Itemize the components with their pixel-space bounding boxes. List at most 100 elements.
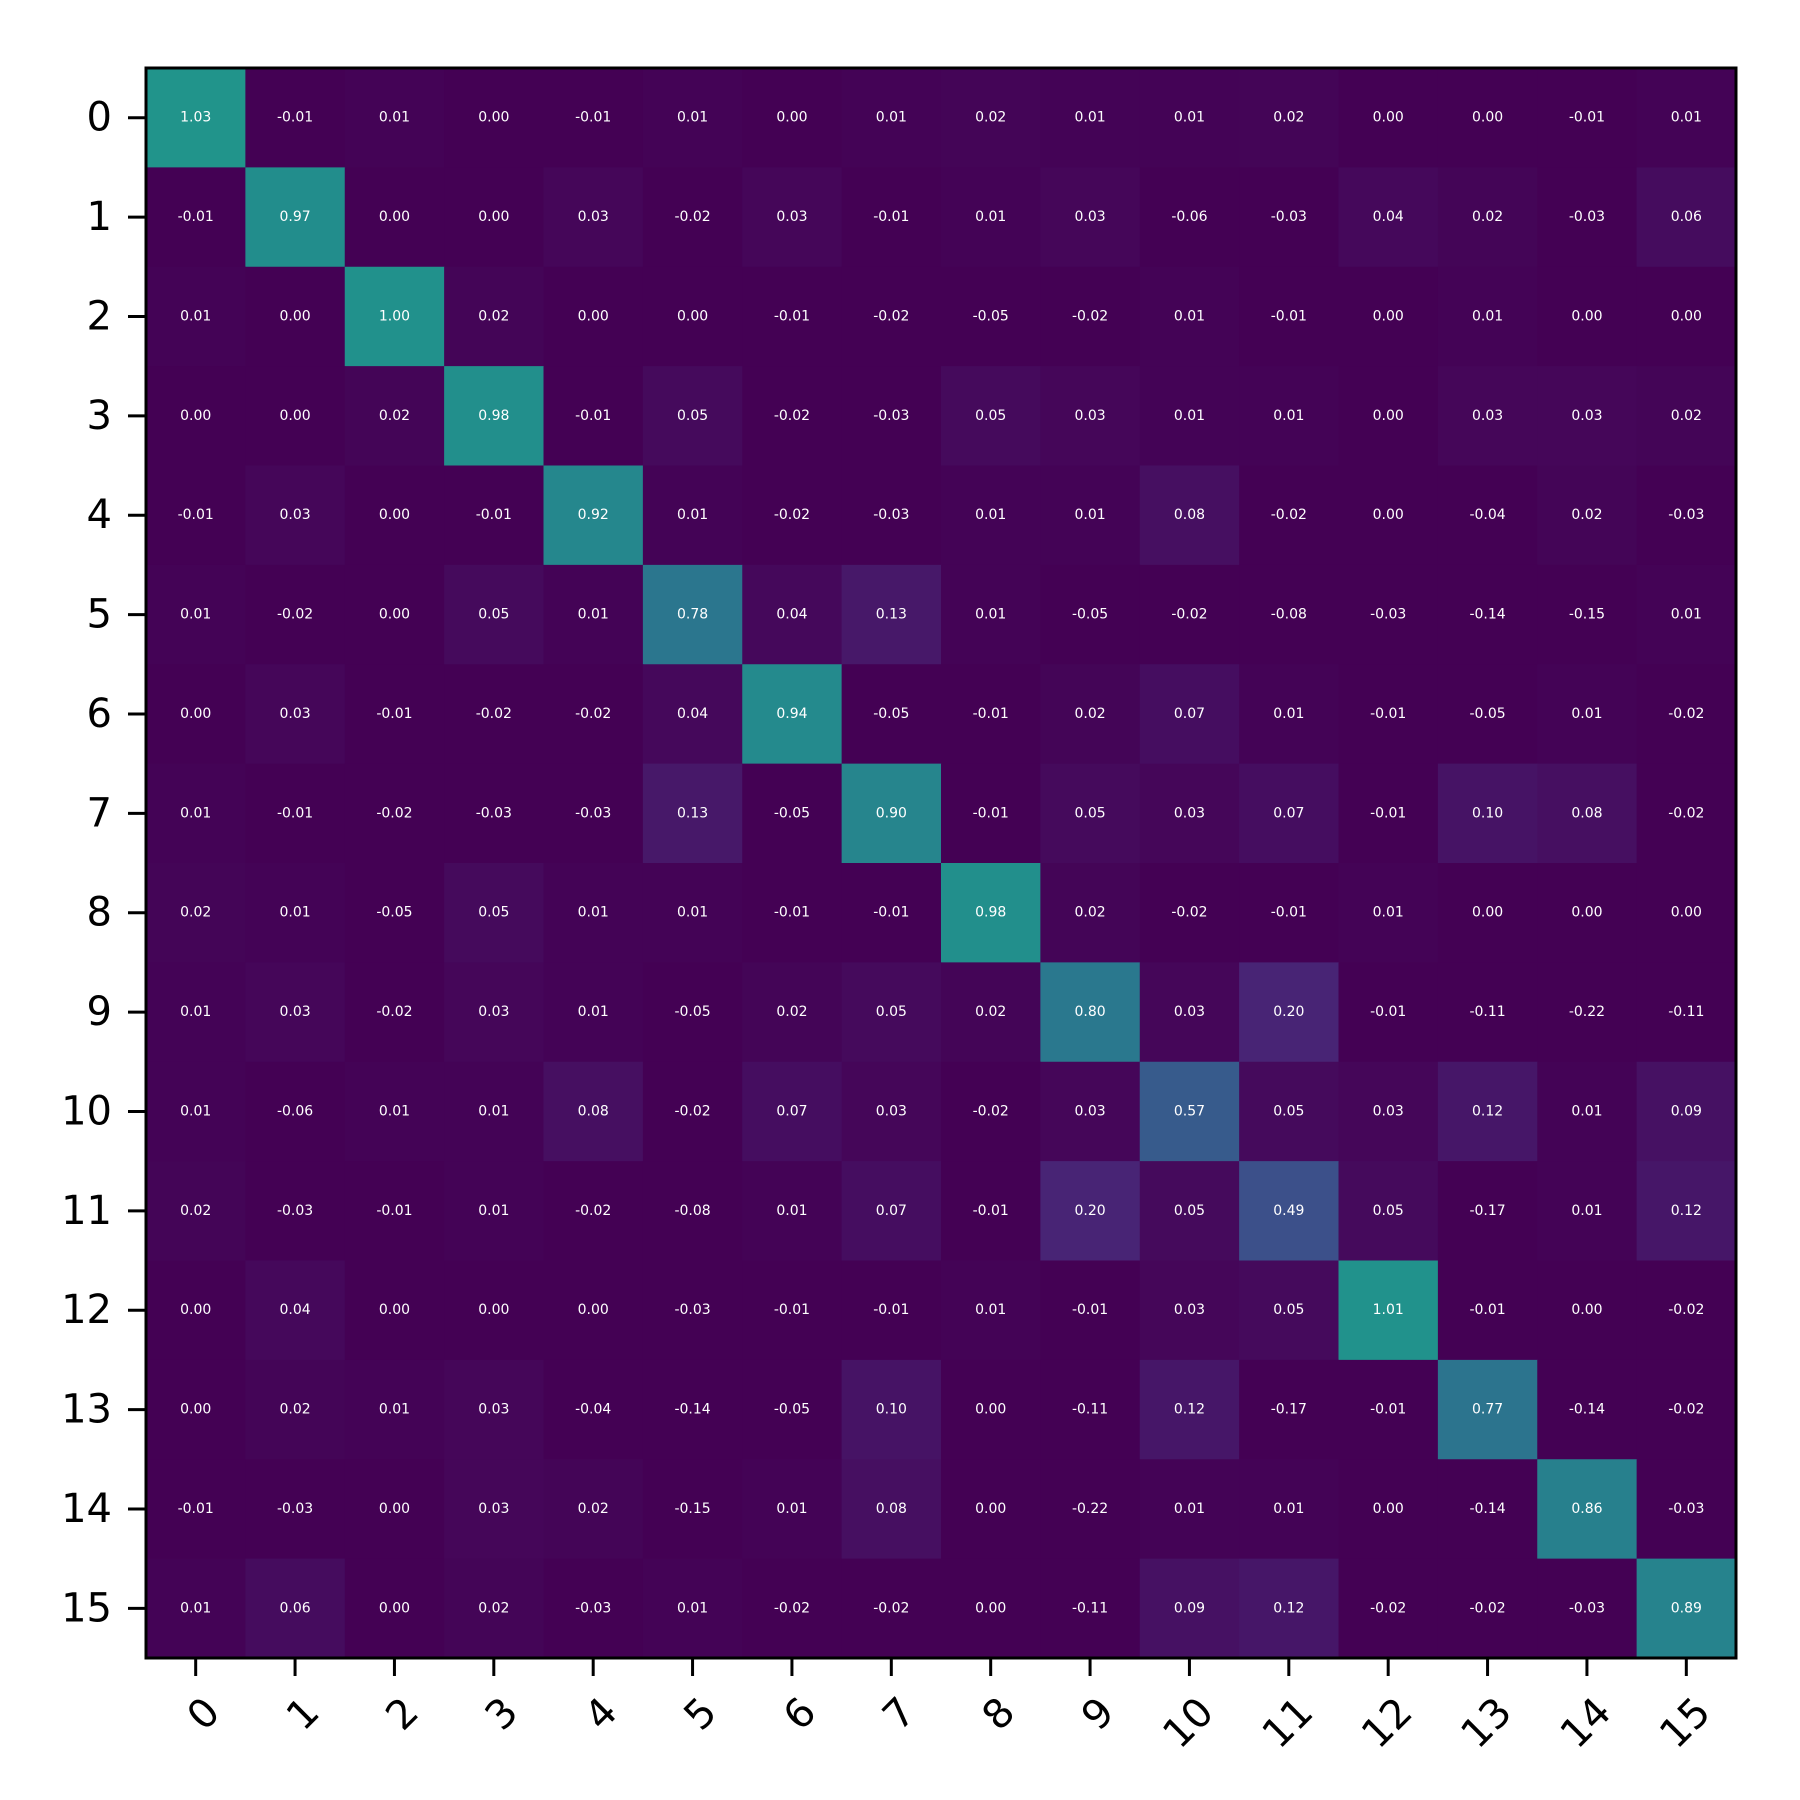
heatmap-cell — [1338, 1260, 1439, 1361]
heatmap-cell — [245, 1558, 346, 1659]
heatmap-cell — [344, 1260, 445, 1361]
cell-value-label: 0.03 — [478, 1402, 509, 1418]
heatmap-cell — [841, 266, 942, 367]
x-tick-label: 5 — [675, 1689, 726, 1740]
cell-value-label: -0.14 — [1469, 607, 1505, 623]
cell-value-label: -0.01 — [973, 1203, 1009, 1219]
heatmap-cell — [1139, 962, 1240, 1063]
cell-value-label: 0.01 — [1174, 1501, 1205, 1517]
cell-value-label: 0.89 — [1671, 1600, 1702, 1616]
heatmap-cell — [1338, 366, 1439, 466]
heatmap-cell — [543, 1459, 644, 1560]
heatmap-cell — [1239, 962, 1339, 1063]
heatmap-cell — [1239, 564, 1339, 665]
cell-value-label: 0.01 — [379, 1103, 410, 1119]
cell-value-label: -0.03 — [476, 805, 512, 821]
heatmap-cell — [642, 366, 743, 466]
cell-value-label: -0.03 — [674, 1302, 710, 1318]
cell-value-label: -0.05 — [1072, 607, 1108, 623]
cell-value-label: -0.01 — [1072, 1302, 1108, 1318]
cell-value-label: 0.00 — [180, 408, 211, 424]
heatmap-cell — [1537, 962, 1638, 1063]
cell-value-label: 0.49 — [1273, 1203, 1304, 1219]
heatmap-cell — [444, 962, 544, 1063]
cell-value-label: 0.00 — [1373, 507, 1404, 523]
heatmap-cell — [1437, 1558, 1538, 1659]
cell-value-label: 1.01 — [1373, 1302, 1404, 1318]
heatmap-cell — [344, 564, 445, 665]
heatmap-cell — [941, 962, 1041, 1063]
cell-value-label: 0.01 — [578, 905, 609, 921]
cell-value-label: -0.01 — [1370, 1004, 1406, 1020]
cell-value-label: 0.00 — [1571, 308, 1602, 324]
cell-value-label: -0.01 — [178, 209, 214, 225]
cell-value-label: 0.98 — [975, 905, 1006, 921]
heatmap-cell — [1139, 1260, 1240, 1361]
cell-value-label: 0.01 — [1273, 1501, 1304, 1517]
cell-value-label: -0.01 — [1370, 1402, 1406, 1418]
heatmap-cell — [1040, 366, 1141, 466]
heatmap-cell — [444, 564, 544, 665]
heatmap-cell — [742, 763, 843, 864]
cell-value-label: 0.00 — [975, 1600, 1006, 1616]
heatmap-cell — [742, 1359, 843, 1460]
cell-value-label: -0.01 — [774, 308, 810, 324]
heatmap-cell — [245, 266, 346, 367]
cell-value-label: 0.03 — [279, 507, 310, 523]
heatmap-cell — [1437, 962, 1538, 1063]
cell-value-label: 0.00 — [379, 1302, 410, 1318]
heatmap-cell — [1636, 465, 1737, 566]
cell-value-label: -0.02 — [1271, 507, 1307, 523]
heatmap-cell — [1040, 68, 1141, 168]
x-tick-label: 0 — [179, 1689, 230, 1740]
cell-value-label: 0.00 — [279, 408, 310, 424]
cell-value-label: 0.05 — [1273, 1302, 1304, 1318]
heatmap-cell — [146, 664, 246, 765]
heatmap-cell — [543, 465, 644, 566]
cell-value-label: 0.04 — [279, 1302, 310, 1318]
heatmap-cell — [245, 564, 346, 665]
cell-value-label: 0.00 — [279, 308, 310, 324]
heatmap-cell — [642, 863, 743, 963]
y-tick-label: 5 — [87, 592, 112, 638]
heatmap-cell — [642, 1459, 743, 1560]
heatmap-cell — [941, 863, 1041, 963]
heatmap-cell — [344, 68, 445, 168]
heatmap-cell — [642, 1359, 743, 1460]
cell-value-label: 0.01 — [1472, 308, 1503, 324]
heatmap-cell — [543, 962, 644, 1063]
cell-value-label: 0.00 — [478, 1302, 509, 1318]
cell-value-label: -0.14 — [1469, 1501, 1505, 1517]
cell-value-label: 0.97 — [279, 209, 310, 225]
heatmap-cell — [642, 564, 743, 665]
cell-value-label: -0.03 — [575, 805, 611, 821]
heatmap-cell — [245, 962, 346, 1063]
cell-value-label: 0.03 — [1074, 408, 1105, 424]
heatmap-cell — [941, 763, 1041, 864]
heatmap-cell — [1139, 167, 1240, 268]
cell-value-label: 0.92 — [578, 507, 609, 523]
heatmap-cell — [543, 1061, 644, 1162]
heatmap-cell — [1537, 863, 1638, 963]
y-tick-label: 11 — [61, 1188, 112, 1234]
cell-value-label: -0.01 — [1370, 706, 1406, 722]
cell-value-label: -0.01 — [873, 1302, 909, 1318]
heatmap-cell — [1239, 68, 1339, 168]
heatmap-cell — [1636, 1161, 1737, 1261]
cell-value-label: 0.00 — [379, 1501, 410, 1517]
cell-value-label: 0.12 — [1273, 1600, 1304, 1616]
heatmap-cell — [1338, 1359, 1439, 1460]
heatmap-cell — [1636, 962, 1737, 1063]
cell-value-label: -0.04 — [575, 1402, 611, 1418]
x-tick-label: 2 — [377, 1689, 428, 1740]
cell-value-label: 0.13 — [876, 607, 907, 623]
cell-value-label: 0.01 — [776, 1501, 807, 1517]
heatmap-cell — [642, 1260, 743, 1361]
x-tick-label: 7 — [874, 1689, 925, 1740]
cell-value-label: 0.00 — [379, 209, 410, 225]
heatmap-cell — [941, 1459, 1041, 1560]
cell-value-label: 0.07 — [1174, 706, 1205, 722]
cell-value-label: -0.22 — [1072, 1501, 1108, 1517]
cell-value-label: -0.02 — [774, 507, 810, 523]
